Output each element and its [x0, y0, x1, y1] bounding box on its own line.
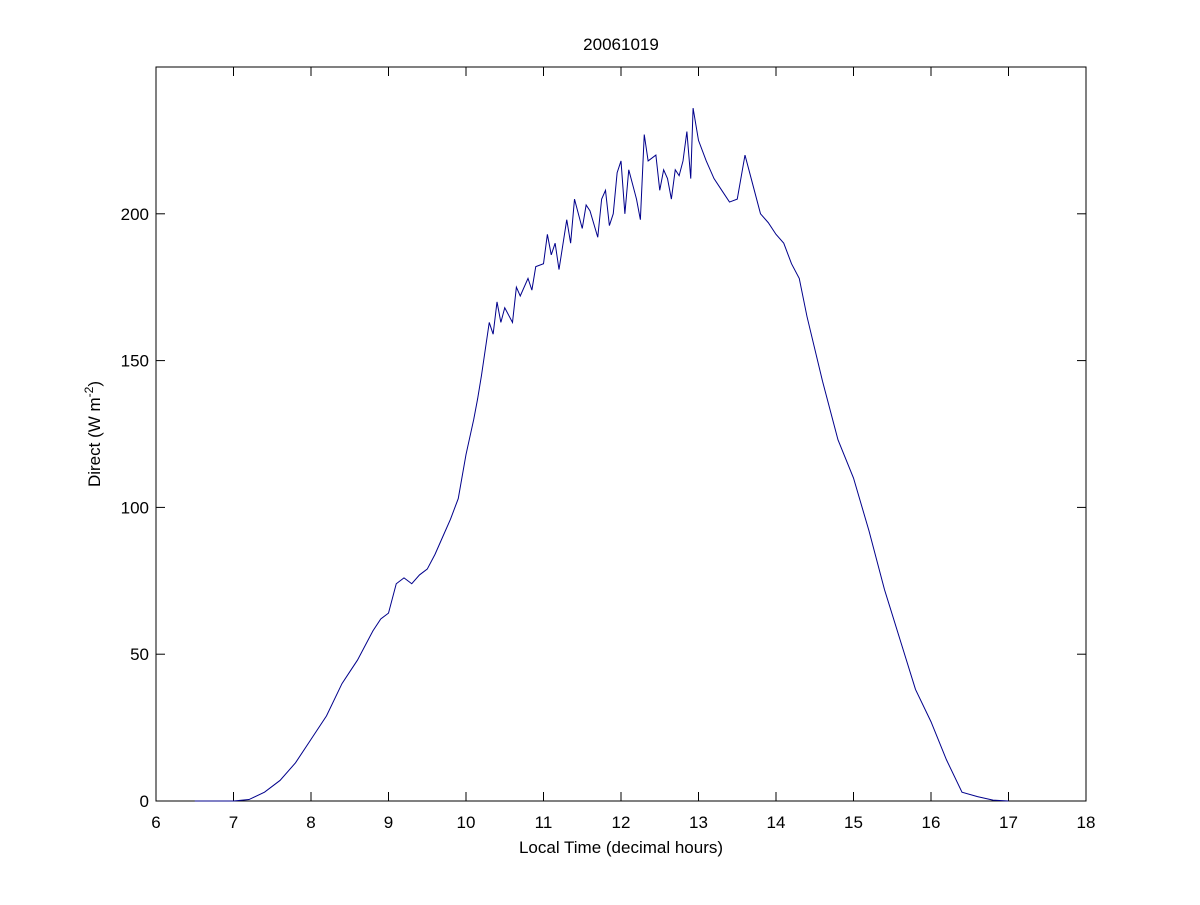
x-tick-label: 12 [612, 813, 631, 832]
y-label-text: Direct (W m [85, 397, 104, 487]
plot-frame [155, 66, 1087, 802]
y-tick-label: 150 [121, 352, 149, 371]
y-tick-label: 50 [130, 645, 149, 664]
x-tick-label: 18 [1077, 813, 1096, 832]
x-tick-label: 16 [922, 813, 941, 832]
x-tick-label: 6 [151, 813, 160, 832]
x-tick-label: 11 [535, 813, 553, 832]
y-label-sup: -2 [82, 386, 96, 397]
x-tick-label: 17 [999, 813, 1018, 832]
y-tick-label: 0 [140, 792, 149, 811]
x-axis-label: Local Time (decimal hours) [519, 838, 723, 857]
x-tick-label: 13 [689, 813, 708, 832]
y-axis-label: Direct (W m-2) [82, 381, 104, 487]
y-label-end: ) [85, 381, 104, 387]
x-tick-label: 10 [457, 813, 476, 832]
y-tick-label: 100 [121, 498, 149, 517]
data-line [194, 108, 1009, 802]
x-tick-label: 15 [844, 813, 863, 832]
chart-title: 20061019 [583, 35, 659, 54]
x-tick-label: 14 [767, 813, 786, 832]
x-tick-label: 7 [229, 813, 238, 832]
x-tick-label: 9 [384, 813, 393, 832]
x-tick-label: 8 [306, 813, 315, 832]
y-tick-label: 200 [121, 205, 149, 224]
